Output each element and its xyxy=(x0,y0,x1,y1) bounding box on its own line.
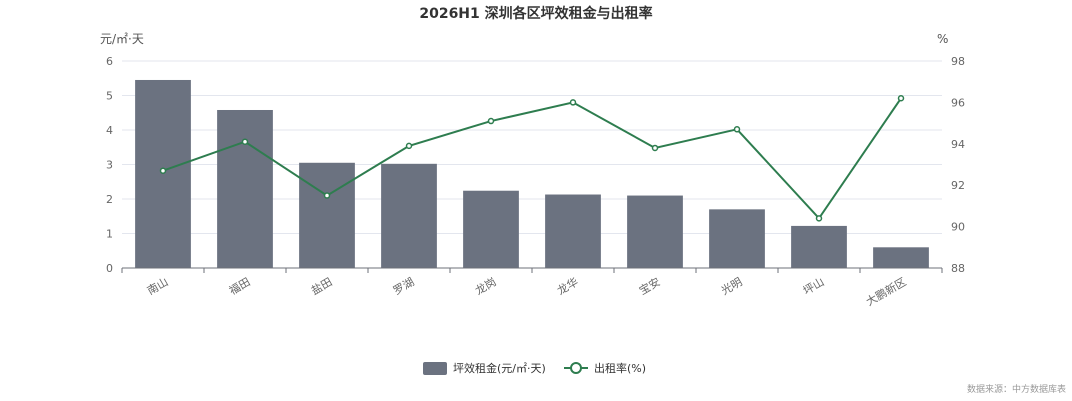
bar-盐田 xyxy=(299,162,355,268)
line-point-罗湖 xyxy=(405,142,413,150)
x-tick-label-4: 龙岗 xyxy=(473,275,499,297)
right-axis-ticks: 88 90 92 94 96 98 xyxy=(951,55,965,275)
right-tick-label-4: 96 xyxy=(951,96,965,109)
line-point-南山 xyxy=(159,167,167,174)
line-point-龙华 xyxy=(569,99,577,106)
legend-bar-swatch xyxy=(423,362,447,375)
left-tick-label-5: 5 xyxy=(106,90,113,103)
line-series xyxy=(159,95,905,222)
left-tick-label-2: 2 xyxy=(106,193,113,206)
bar-龙华 xyxy=(545,194,601,268)
line-point-福田 xyxy=(241,138,249,145)
line-point-大鹏新区 xyxy=(897,95,905,102)
right-tick-label-2: 92 xyxy=(951,179,965,192)
bar-福田 xyxy=(217,109,273,269)
left-tick-label-0: 0 xyxy=(106,262,113,275)
x-tick-label-0: 南山 xyxy=(145,275,171,297)
legend-line-marker xyxy=(570,362,582,374)
bar-龙岗 xyxy=(463,190,519,268)
legend: 坪效租金(元/㎡·天) 出租率(%) xyxy=(423,361,646,375)
right-tick-label-3: 94 xyxy=(951,138,965,151)
left-tick-label-3: 3 xyxy=(106,159,113,172)
line-point-光明 xyxy=(733,126,741,133)
legend-line-label: 出租率(%) xyxy=(594,361,646,375)
left-tick-label-4: 4 xyxy=(106,124,113,137)
bar-series xyxy=(135,79,929,269)
chart-title: 2026H1 深圳各区坪效租金与出租率 xyxy=(419,5,652,22)
legend-bar-label: 坪效租金(元/㎡·天) xyxy=(453,361,546,375)
x-tick-label-3: 罗湖 xyxy=(391,275,417,297)
x-tick-label-9: 大鹏新区 xyxy=(863,274,908,308)
left-axis-ticks: 0 1 2 3 4 5 6 xyxy=(106,55,113,275)
line-path xyxy=(162,97,902,220)
legend-item-line[interactable]: 出租率(%) xyxy=(564,361,646,375)
line-point-宝安 xyxy=(651,144,659,152)
legend-item-bar[interactable]: 坪效租金(元/㎡·天) xyxy=(423,361,546,375)
bar-光明 xyxy=(709,209,765,268)
right-tick-label-5: 98 xyxy=(951,55,965,68)
right-axis-unit: % xyxy=(937,32,948,46)
data-source: 数据来源：中方数据库表 xyxy=(967,383,1066,395)
line-point-龙岗 xyxy=(487,117,495,125)
left-tick-label-6: 6 xyxy=(106,55,113,68)
x-tick-label-7: 光明 xyxy=(718,274,744,297)
bar-宝安 xyxy=(627,195,683,268)
x-axis: 南山 福田 盐田 罗湖 龙岗 龙华 宝安 光明 坪山 大鹏新区 xyxy=(121,267,943,309)
x-tick-label-5: 龙华 xyxy=(554,274,580,297)
line-point-坪山 xyxy=(815,215,823,222)
left-axis-unit: 元/㎡·天 xyxy=(100,32,144,46)
bar-坪山 xyxy=(791,225,847,268)
line-point-盐田 xyxy=(323,192,331,199)
bar-南山 xyxy=(135,79,191,268)
x-tick-label-1: 福田 xyxy=(226,274,252,297)
x-tick-label-6: 宝安 xyxy=(636,274,662,297)
bar-大鹏新区 xyxy=(873,247,929,268)
right-tick-label-0: 88 xyxy=(951,262,965,275)
x-tick-label-2: 盐田 xyxy=(309,275,335,297)
right-tick-label-1: 90 xyxy=(951,221,965,234)
left-tick-label-1: 1 xyxy=(106,228,113,241)
x-tick-label-8: 坪山 xyxy=(801,275,827,297)
bar-罗湖 xyxy=(381,163,437,268)
